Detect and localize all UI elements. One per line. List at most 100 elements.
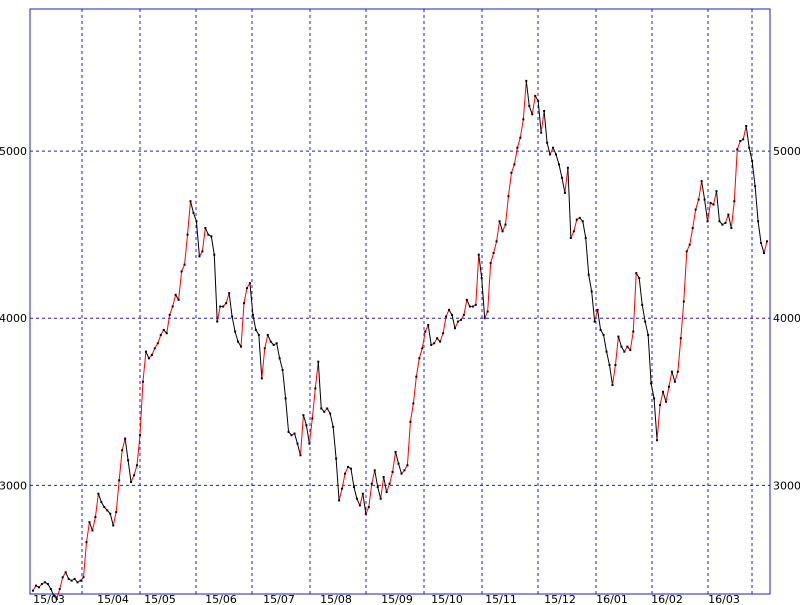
data-point-247 (766, 240, 768, 243)
line-segment-34 (130, 475, 135, 483)
data-point-103 (338, 499, 341, 502)
data-point-226 (703, 198, 706, 201)
x-tick-label-1: 15/04 (97, 593, 129, 605)
data-point-162 (513, 163, 516, 166)
data-point-80 (269, 340, 272, 343)
data-point-215 (670, 370, 673, 373)
data-point-135 (433, 342, 436, 345)
line-segment-205 (638, 278, 643, 305)
data-point-50 (180, 270, 183, 273)
data-point-33 (130, 481, 133, 484)
data-point-229 (712, 203, 715, 206)
line-segment-109 (353, 486, 358, 499)
line-segment-196 (611, 364, 616, 386)
line-segment-84 (279, 358, 284, 371)
line-segment-226 (701, 181, 706, 200)
data-point-24 (103, 506, 106, 509)
data-point-186 (584, 236, 587, 239)
data-point-174 (549, 153, 552, 156)
line-segment-28 (112, 511, 117, 526)
line-segment-230 (713, 191, 717, 205)
data-point-230 (715, 190, 718, 193)
data-point-78 (263, 347, 266, 350)
data-point-185 (581, 220, 584, 223)
line-segment-53 (187, 201, 191, 235)
line-segment-246 (760, 242, 765, 254)
line-segment-61 (210, 236, 215, 255)
line-segment-58 (201, 227, 206, 252)
data-point-93 (308, 442, 311, 445)
line-segment-104 (338, 488, 343, 501)
data-point-239 (742, 138, 745, 141)
data-point-194 (608, 364, 611, 367)
data-point-134 (430, 343, 433, 346)
line-segment-127 (406, 421, 411, 466)
line-segment-85 (282, 369, 287, 399)
data-point-82 (275, 342, 278, 345)
data-point-91 (302, 414, 305, 417)
data-point-107 (349, 467, 352, 470)
data-point-41 (153, 347, 156, 350)
data-point-116 (376, 486, 379, 489)
data-point-1 (34, 584, 37, 587)
data-point-195 (611, 384, 614, 387)
data-point-90 (299, 454, 302, 457)
line-segment-216 (671, 371, 676, 382)
data-point-48 (174, 293, 177, 296)
line-segment-78 (261, 348, 266, 379)
data-point-70 (240, 345, 243, 348)
data-point-8 (55, 598, 58, 601)
line-segment-80 (267, 334, 272, 342)
line-segment-48 (172, 294, 177, 307)
line-segment-217 (674, 371, 679, 382)
line-segment-32 (124, 438, 129, 461)
data-point-175 (552, 146, 555, 149)
line-segment-168 (528, 105, 533, 115)
data-point-34 (133, 474, 136, 477)
data-point-214 (667, 385, 670, 388)
data-point-140 (448, 308, 451, 311)
data-point-15 (76, 581, 79, 584)
data-point-115 (373, 469, 376, 472)
x-tick-label-10: 16/01 (596, 593, 628, 605)
line-segment-47 (169, 306, 174, 316)
line-segment-31 (121, 438, 126, 451)
y-axis-left-tick-labels: 3000 4000 5000 (0, 145, 27, 492)
data-point-109 (355, 497, 358, 500)
data-point-53 (189, 200, 192, 203)
data-point-192 (602, 333, 605, 336)
line-segment-222 (689, 227, 694, 245)
data-point-156 (495, 240, 498, 243)
data-point-126 (406, 464, 409, 467)
x-tick-label-5: 15/08 (320, 593, 352, 605)
line-segment-69 (234, 331, 239, 342)
data-point-166 (525, 79, 528, 82)
data-point-163 (516, 146, 519, 149)
data-point-2 (37, 586, 40, 589)
line-segment-113 (365, 506, 370, 514)
line-segment-138 (439, 333, 444, 342)
data-point-170 (537, 99, 540, 102)
data-point-60 (210, 235, 213, 238)
line-segment-97 (317, 361, 322, 409)
line-segment-54 (190, 201, 194, 214)
line-segment-129 (412, 376, 417, 404)
data-point-246 (763, 252, 766, 255)
line-segment-29 (115, 480, 120, 513)
line-segment-134 (427, 324, 432, 346)
data-point-136 (436, 337, 439, 340)
y-tick-label-left-2: 5000 (0, 145, 27, 158)
line-segment-209 (650, 383, 655, 399)
data-point-106 (346, 465, 349, 468)
line-segment-10 (59, 577, 64, 590)
data-point-17 (82, 576, 85, 579)
line-segment-156 (493, 241, 498, 254)
line-segment-123 (395, 451, 399, 464)
data-point-122 (394, 450, 397, 453)
x-tick-label-3: 15/06 (205, 593, 237, 605)
x-tick-label-2: 15/05 (144, 593, 176, 605)
line-segment-52 (184, 234, 189, 265)
line-segment-154 (487, 263, 492, 312)
line-segment-181 (567, 167, 572, 239)
